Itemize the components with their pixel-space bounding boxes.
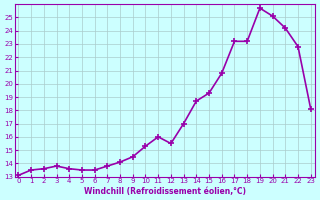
- X-axis label: Windchill (Refroidissement éolien,°C): Windchill (Refroidissement éolien,°C): [84, 187, 245, 196]
